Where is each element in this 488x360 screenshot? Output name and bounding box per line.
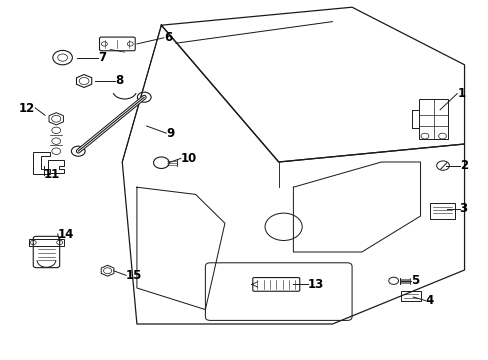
Text: 6: 6: [163, 31, 172, 44]
Text: 5: 5: [410, 274, 418, 287]
Text: 1: 1: [456, 87, 465, 100]
Text: 15: 15: [126, 269, 142, 282]
Text: 7: 7: [98, 51, 106, 64]
Text: 8: 8: [115, 75, 123, 87]
Text: 9: 9: [166, 127, 174, 140]
Text: 4: 4: [425, 294, 433, 307]
Text: 13: 13: [307, 278, 324, 291]
Text: 10: 10: [181, 152, 197, 165]
Text: 14: 14: [58, 228, 74, 240]
Text: 12: 12: [19, 102, 35, 114]
Text: 3: 3: [459, 202, 467, 215]
Text: 2: 2: [459, 159, 467, 172]
Text: 11: 11: [44, 168, 60, 181]
